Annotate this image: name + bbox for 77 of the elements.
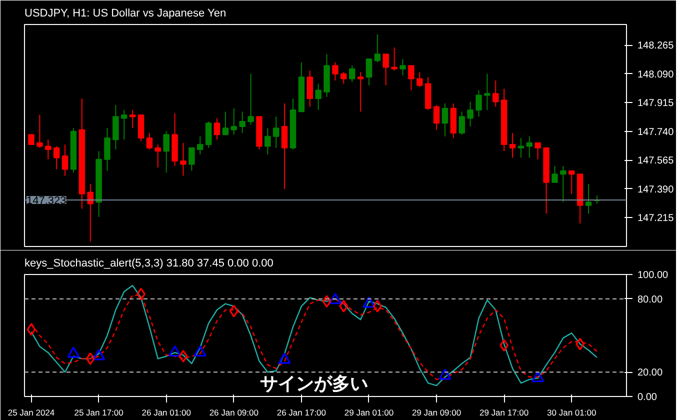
candlestick [163,130,170,173]
x-tick-label: 25 Jan 2024 [8,408,55,418]
candlestick [248,73,254,126]
candlestick [509,132,516,158]
candlestick [416,72,423,88]
annotation: サインが多い [260,374,368,394]
candlestick [348,65,356,83]
candlestick [484,73,490,111]
candlestick [492,80,499,108]
candlestick [230,108,238,136]
candlestick [391,47,398,72]
candlestick [129,110,136,129]
x-tick-label: 29 Jan 17:00 [479,408,529,418]
candlestick [272,116,280,148]
y-tick-label: 147.565 [638,156,674,167]
candlestick [104,128,110,172]
y-tick-label: 147.740 [638,126,674,138]
candlestick [534,142,541,160]
x-tick-label: 26 Jan 01:00 [142,408,192,418]
x-tick-label: 26 Jan 17:00 [276,408,326,418]
y-tick-label: 148.090 [638,69,674,80]
y-tick-label: 147.215 [638,213,674,224]
candlestick [87,184,94,242]
candlestick [357,72,364,112]
candlestick [315,83,322,111]
y-tick-label: 147.390 [638,184,674,196]
candlestick [467,101,474,127]
candlestick [264,128,271,155]
candlestick [585,184,592,214]
y-tick-label: 148.265 [638,40,674,52]
candlestick [45,139,52,160]
candlestick [36,114,43,148]
candlestick [340,72,347,84]
chart-title: USDJPY, H1: US Dollar vs Japanese Yen [24,8,226,20]
y-tick-label: 147.915 [638,98,674,110]
x-tick-label: 26 Jan 09:00 [209,408,259,418]
candlestick [560,165,566,203]
candlestick [180,142,186,176]
candlestick [197,136,204,155]
y-tick-label: 80.00 [638,294,663,306]
x-tick-label: 29 Jan 01:00 [344,408,394,418]
candlestick [205,121,212,148]
x-tick-label: 30 Jan 01:00 [547,408,596,418]
y-tick-label: 0.00 [638,392,658,403]
candlestick [458,111,465,136]
candlestick [374,34,381,63]
candlestick [121,110,128,140]
candlestick [306,70,313,108]
candlestick [138,114,144,142]
candlestick [400,58,406,76]
candlestick [433,104,440,130]
candlestick [214,118,220,140]
candlestick [442,102,448,137]
candlestick [518,137,524,158]
candlestick [526,136,533,158]
candlestick [332,62,338,81]
candlestick [552,165,558,183]
candlestick [382,54,389,86]
x-tick-label: 25 Jan 17:00 [74,408,124,418]
candlestick [476,90,482,118]
y-tick-label: 100.00 [638,270,669,281]
x-tick-label: 29 Jan 09:00 [412,408,462,418]
candlestick [154,144,162,168]
candlestick [239,111,246,134]
candlestick [568,170,575,194]
candlestick [222,111,229,136]
ref-line-label: 147.323 [26,194,66,207]
candlestick [281,102,288,190]
candlestick [146,132,153,150]
chart-title: keys_Stochastic_alert(5,3,3) 31.80 37.45 0.00 0.00 [24,258,274,270]
candlestick [53,146,60,170]
candlestick [408,65,414,91]
candlestick [366,58,372,86]
candlestick [188,147,195,172]
y-tick-label: 20.00 [638,368,663,379]
candlestick [112,104,119,150]
candlestick [62,144,68,176]
